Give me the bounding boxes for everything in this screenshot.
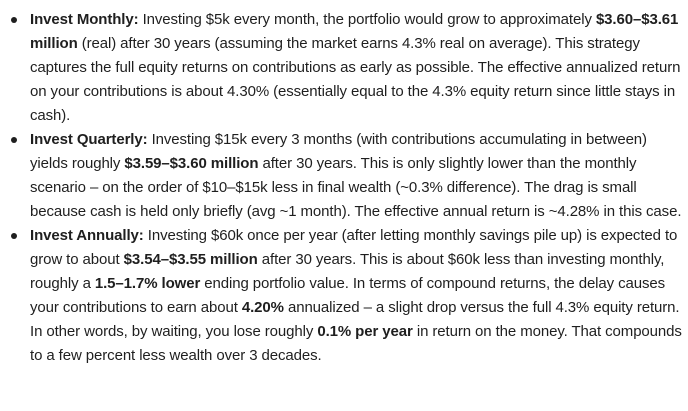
item-label: Invest Annually: xyxy=(30,227,144,244)
item-highlight: $3.54–$3.55 million xyxy=(123,251,258,268)
item-highlight: 0.1% per year xyxy=(317,323,413,340)
bullet-dot-icon xyxy=(11,137,17,143)
bullet-list: Invest Monthly: Investing $5k every mont… xyxy=(0,8,682,368)
list-item-invest-monthly: Invest Monthly: Investing $5k every mont… xyxy=(0,8,682,128)
document-body: Invest Monthly: Investing $5k every mont… xyxy=(0,8,682,368)
bullet-dot-icon xyxy=(11,233,17,239)
item-text: after 30 years. This is about $60k less … xyxy=(30,251,665,292)
item-highlight: $3.60–$3.61 million xyxy=(30,11,679,52)
item-label: Invest Quarterly: xyxy=(30,131,148,148)
item-highlight: $3.59–$3.60 million xyxy=(124,155,259,172)
item-highlight: 1.5–1.7% lower xyxy=(94,275,201,292)
bullet-dot-icon xyxy=(11,17,17,23)
item-text: in return on the money. That compounds t… xyxy=(30,323,682,364)
item-highlight: 4.20% xyxy=(241,299,284,316)
item-text: Investing $5k every month, the portfolio… xyxy=(138,11,596,28)
item-text: annualized – a slight drop versus the fu… xyxy=(30,299,680,340)
item-text: Investing $60k once per year (after lett… xyxy=(30,227,678,268)
item-text: ending portfolio value. In terms of comp… xyxy=(30,275,666,316)
list-item-invest-annually: Invest Annually: Investing $60k once per… xyxy=(0,224,682,368)
item-text: (real) after 30 years (assuming the mark… xyxy=(30,35,681,124)
item-label: Invest Monthly: xyxy=(30,11,139,28)
item-text: after 30 years. This is only slightly lo… xyxy=(30,155,682,220)
item-text: Investing $15k every 3 months (with cont… xyxy=(30,131,647,172)
list-item-invest-quarterly: Invest Quarterly: Investing $15k every 3… xyxy=(0,128,682,224)
